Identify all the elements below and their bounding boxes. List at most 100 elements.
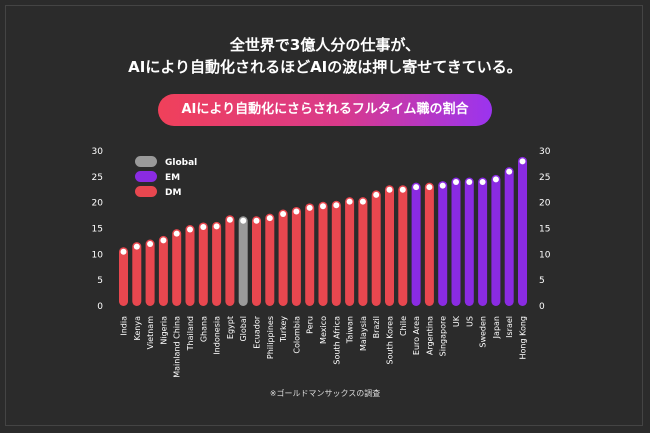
y-tick-right: 10 bbox=[539, 250, 551, 260]
category-label: Philippines bbox=[266, 316, 275, 359]
legend-label-dm: DM bbox=[165, 188, 181, 198]
bar-argentina bbox=[424, 182, 434, 306]
legend-label-em: EM bbox=[165, 173, 180, 183]
y-tick-left: 25 bbox=[92, 173, 103, 183]
category-label: Brazil bbox=[372, 316, 381, 338]
category-label: Turkey bbox=[279, 316, 288, 343]
category-label: Vietnam bbox=[146, 316, 155, 350]
bar-south-korea bbox=[385, 185, 394, 306]
bar-dot bbox=[399, 186, 406, 193]
bar-dot bbox=[333, 202, 340, 209]
y-tick-right: 20 bbox=[539, 199, 551, 209]
bar-dot bbox=[200, 223, 207, 230]
bar-euro-area bbox=[411, 182, 421, 306]
bar-dot bbox=[453, 179, 459, 185]
bar-mexico bbox=[318, 201, 328, 306]
bar-egypt bbox=[225, 215, 235, 306]
bar-south-africa bbox=[331, 200, 341, 306]
bar-philippines bbox=[265, 213, 275, 306]
y-tick-left: 15 bbox=[92, 225, 103, 235]
bar-dot bbox=[466, 179, 473, 185]
bar-sweden bbox=[478, 177, 488, 306]
bar-dot bbox=[320, 203, 326, 210]
y-tick-left: 30 bbox=[92, 147, 104, 157]
y-tick-right: 15 bbox=[539, 225, 550, 235]
category-label: South Africa bbox=[332, 316, 341, 365]
legend-swatch-dm bbox=[135, 186, 157, 197]
bar-hong-kong bbox=[518, 156, 527, 306]
bar-dot bbox=[266, 215, 273, 222]
y-tick-left: 0 bbox=[97, 302, 103, 312]
title-line-1: 全世界で3億人分の仕事が、 bbox=[229, 36, 421, 54]
category-label: Japan bbox=[492, 316, 501, 339]
bar-dot bbox=[373, 191, 380, 198]
category-label: Mainland China bbox=[173, 316, 182, 378]
footnote: ※ゴールドマンサックスの調査 bbox=[269, 389, 381, 398]
bar-taiwan bbox=[345, 197, 355, 306]
bar-dot bbox=[439, 182, 446, 189]
bar-dot bbox=[479, 179, 486, 185]
bar-us bbox=[464, 177, 474, 306]
category-label: Ghana bbox=[199, 316, 208, 342]
category-label: South Korea bbox=[386, 316, 395, 365]
bar-dot bbox=[173, 230, 180, 237]
category-label: Global bbox=[239, 316, 248, 342]
bar-dot bbox=[226, 216, 233, 223]
category-label: Colombia bbox=[292, 316, 301, 354]
bar-dot bbox=[120, 248, 127, 255]
bar-dot bbox=[506, 168, 513, 175]
legend-swatch-em bbox=[135, 171, 157, 182]
subtitle-pill: AIにより自動化にさらされるフルタイム職の割合 bbox=[158, 94, 492, 126]
bar-singapore bbox=[438, 181, 448, 306]
bar-malaysia bbox=[358, 197, 368, 306]
y-tick-right: 25 bbox=[539, 173, 550, 183]
bar-dot bbox=[293, 208, 300, 215]
y-tick-left: 10 bbox=[92, 250, 104, 260]
bar-global bbox=[238, 216, 248, 306]
bar-dot bbox=[359, 198, 366, 205]
bar-peru bbox=[305, 203, 315, 306]
bar-kenya bbox=[132, 242, 142, 306]
bar-dot bbox=[240, 217, 247, 224]
bar-dot bbox=[413, 184, 420, 191]
y-tick-right: 5 bbox=[539, 276, 545, 286]
category-label: Chile bbox=[399, 316, 408, 336]
legend-label-global: Global bbox=[165, 158, 197, 168]
category-label: India bbox=[120, 316, 129, 336]
category-label: Indonesia bbox=[213, 316, 222, 355]
category-label: Taiwan bbox=[346, 316, 355, 344]
bar-vietnam bbox=[145, 239, 155, 306]
category-label: Malaysia bbox=[359, 316, 368, 351]
bar-dot bbox=[187, 226, 193, 233]
category-label: Kenya bbox=[133, 316, 142, 341]
category-label: Peru bbox=[306, 316, 315, 334]
bar-chile bbox=[398, 185, 408, 306]
category-label: Israel bbox=[505, 316, 514, 338]
category-label: Egypt bbox=[226, 316, 235, 339]
bar-dot bbox=[386, 186, 393, 193]
y-tick-right: 30 bbox=[539, 147, 551, 157]
bar-indonesia bbox=[212, 221, 222, 306]
bar-dot bbox=[280, 211, 287, 218]
y-tick-left: 20 bbox=[92, 199, 104, 209]
bar-dot bbox=[306, 204, 313, 211]
legend-swatch-global bbox=[135, 156, 157, 167]
category-label: Hong Kong bbox=[519, 316, 528, 360]
category-label: Sweden bbox=[479, 316, 488, 348]
bar-israel bbox=[504, 167, 514, 306]
y-tick-left: 5 bbox=[97, 276, 103, 286]
chart-frame bbox=[5, 5, 643, 426]
category-label: UK bbox=[452, 315, 461, 327]
bar-india bbox=[119, 247, 128, 306]
category-label: Mexico bbox=[319, 316, 328, 344]
bar-ecuador bbox=[252, 216, 261, 306]
bar-brazil bbox=[371, 190, 381, 306]
category-label: Singapore bbox=[439, 316, 448, 356]
bar-turkey bbox=[278, 209, 288, 306]
category-label: US bbox=[465, 316, 474, 327]
bar-thailand bbox=[185, 225, 195, 306]
bar-dot bbox=[519, 158, 526, 165]
bar-nigeria bbox=[158, 235, 168, 306]
bar-dot bbox=[147, 241, 154, 247]
